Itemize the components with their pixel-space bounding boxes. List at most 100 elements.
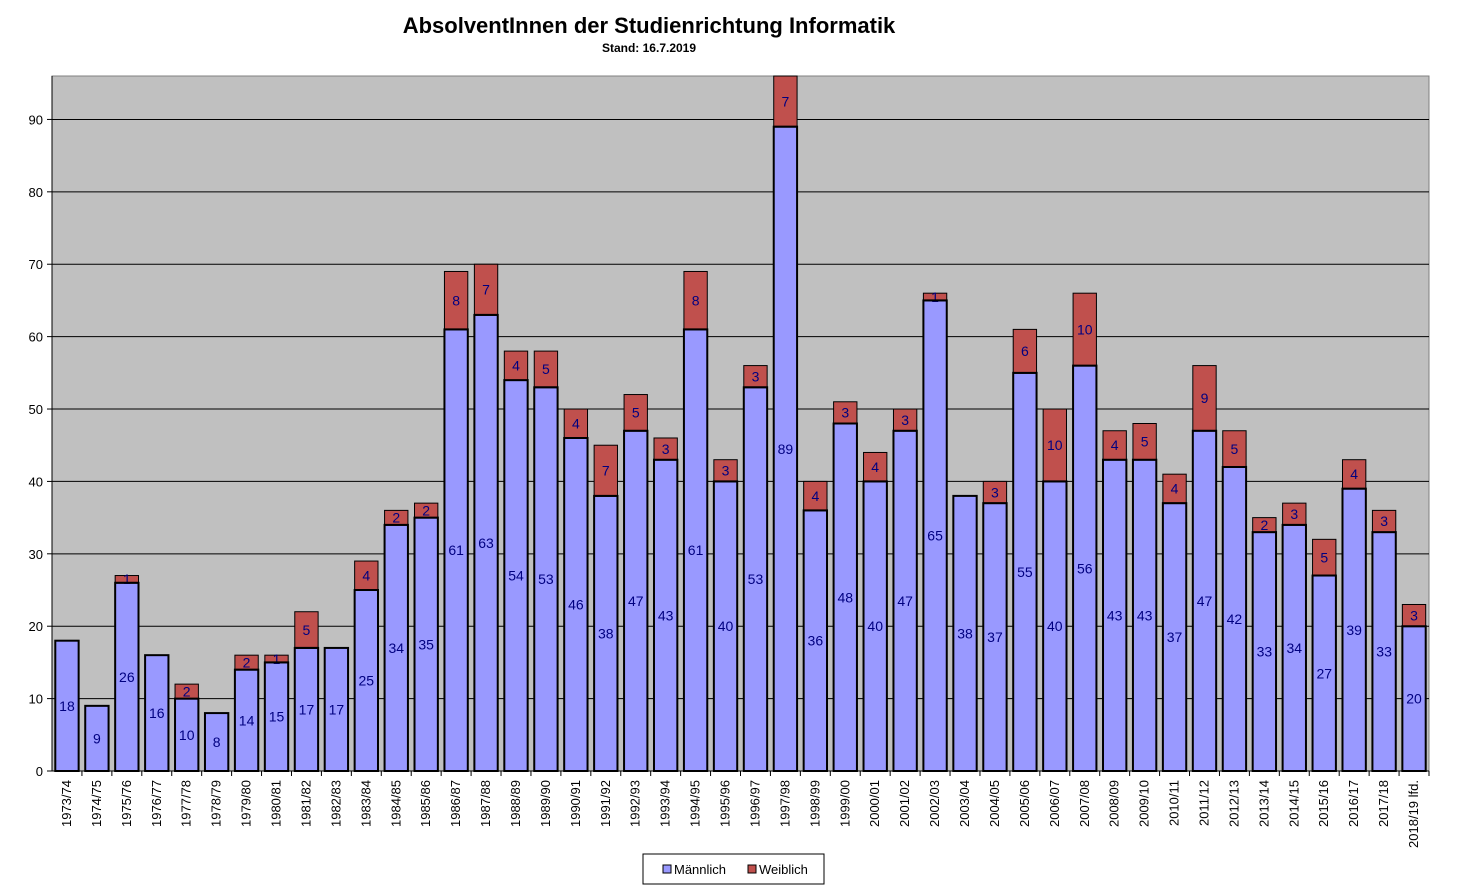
data-label-maennlich: 48 — [837, 589, 853, 605]
y-tick-label: 10 — [29, 692, 43, 707]
y-tick-label: 90 — [29, 112, 43, 127]
data-label-maennlich: 33 — [1376, 644, 1392, 660]
chart-title: AbsolventInnen der Studienrichtung Infor… — [403, 13, 896, 38]
x-tick-label: 1986/87 — [448, 780, 463, 827]
data-label-maennlich: 35 — [418, 636, 434, 652]
data-label-maennlich: 46 — [568, 596, 584, 612]
x-tick-label: 1979/80 — [239, 780, 254, 827]
data-label-maennlich: 55 — [1017, 564, 1033, 580]
data-label-maennlich: 9 — [93, 730, 101, 746]
x-tick-label: 2015/16 — [1316, 780, 1331, 827]
data-label-maennlich: 43 — [658, 607, 674, 623]
data-label-weiblich: 10 — [1077, 321, 1093, 337]
data-label-maennlich: 42 — [1227, 611, 1243, 627]
y-tick-label: 50 — [29, 402, 43, 417]
x-tick-label: 2012/13 — [1226, 780, 1241, 827]
y-tick-label: 20 — [29, 619, 43, 634]
data-label-maennlich: 54 — [508, 568, 524, 584]
x-tick-label: 2000/01 — [867, 780, 882, 827]
data-label-maennlich: 47 — [628, 593, 644, 609]
data-label-weiblich: 4 — [1111, 437, 1119, 453]
legend-swatch-weiblich — [747, 864, 757, 874]
x-tick-label: 2009/10 — [1137, 780, 1152, 827]
bars: 1892611610281421511751725434235261863754… — [54, 75, 1427, 773]
data-label-maennlich: 40 — [1047, 618, 1063, 634]
data-label-maennlich: 38 — [598, 625, 614, 641]
x-tick-label: 1987/88 — [478, 780, 493, 827]
data-label-weiblich: 3 — [841, 405, 849, 421]
x-tick-label: 1984/85 — [388, 780, 403, 827]
data-label-maennlich: 53 — [748, 571, 764, 587]
data-label-weiblich: 5 — [1320, 549, 1328, 565]
data-label-maennlich: 39 — [1346, 622, 1362, 638]
data-label-maennlich: 89 — [778, 441, 794, 457]
x-tick-label: 1998/99 — [807, 780, 822, 827]
data-label-weiblich: 8 — [692, 292, 700, 308]
data-label-weiblich: 3 — [991, 484, 999, 500]
data-label-maennlich: 18 — [59, 698, 75, 714]
x-tick-label: 1982/83 — [328, 780, 343, 827]
x-tick-label: 1989/90 — [538, 780, 553, 827]
y-tick-label: 60 — [29, 330, 43, 345]
data-label-weiblich: 5 — [1231, 441, 1239, 457]
x-tick-label: 2017/18 — [1376, 780, 1391, 827]
data-label-weiblich: 7 — [782, 93, 790, 109]
x-tick-label: 2003/04 — [957, 780, 972, 827]
x-tick-label: 1992/93 — [628, 780, 643, 827]
data-label-maennlich: 16 — [149, 705, 165, 721]
data-label-weiblich: 1 — [273, 651, 281, 667]
x-tick-label: 1985/86 — [418, 780, 433, 827]
data-label-weiblich: 4 — [572, 416, 580, 432]
data-label-maennlich: 47 — [1197, 593, 1213, 609]
legend-swatch-maennlich — [662, 864, 672, 874]
data-label-maennlich: 10 — [179, 727, 195, 743]
data-label-weiblich: 2 — [392, 510, 400, 526]
x-tick-label: 1994/95 — [688, 780, 703, 827]
data-label-weiblich: 3 — [901, 412, 909, 428]
data-label-maennlich: 34 — [388, 640, 404, 656]
data-label-weiblich: 9 — [1201, 390, 1209, 406]
data-label-maennlich: 63 — [478, 535, 494, 551]
data-label-maennlich: 36 — [808, 633, 824, 649]
data-label-maennlich: 53 — [538, 571, 554, 587]
data-label-maennlich: 15 — [269, 709, 285, 725]
x-tick-label: 2013/14 — [1256, 780, 1271, 827]
data-label-maennlich: 40 — [867, 618, 883, 634]
data-label-maennlich: 61 — [688, 542, 704, 558]
x-tick-label: 1974/75 — [89, 780, 104, 827]
x-tick-label: 1995/96 — [718, 780, 733, 827]
x-tick-label: 1975/76 — [119, 780, 134, 827]
data-label-weiblich: 3 — [1290, 506, 1298, 522]
data-label-maennlich: 34 — [1287, 640, 1303, 656]
data-label-weiblich: 2 — [422, 502, 430, 518]
chart-subtitle: Stand: 16.7.2019 — [602, 41, 696, 55]
x-tick-label: 2006/07 — [1047, 780, 1062, 827]
x-tick-label: 2011/12 — [1196, 780, 1211, 826]
data-label-weiblich: 7 — [482, 282, 490, 298]
data-label-maennlich: 17 — [329, 701, 345, 717]
x-axis: 1973/74 1974/75 1975/76 1976/77 1977/78 1978/… — [52, 770, 1430, 848]
data-label-maennlich: 40 — [718, 618, 734, 634]
data-label-maennlich: 17 — [299, 701, 315, 717]
data-label-weiblich: 8 — [452, 292, 460, 308]
legend-label-maennlich: Männlich — [674, 862, 726, 877]
y-axis: 0 10 20 30 40 50 60 70 80 90 — [29, 76, 53, 779]
data-label-weiblich: 5 — [1141, 434, 1149, 450]
data-label-weiblich: 4 — [871, 459, 879, 475]
data-label-weiblich: 2 — [1260, 517, 1268, 533]
x-tick-label: 1983/84 — [358, 780, 373, 827]
data-label-weiblich: 5 — [542, 361, 550, 377]
x-tick-label: 1976/77 — [149, 780, 164, 827]
data-label-maennlich: 61 — [448, 542, 464, 558]
data-label-maennlich: 38 — [957, 625, 973, 641]
data-label-maennlich: 14 — [239, 712, 255, 728]
x-tick-label: 2016/17 — [1346, 780, 1361, 827]
x-tick-label: 2008/09 — [1107, 780, 1122, 827]
x-tick-label: 2002/03 — [927, 780, 942, 827]
data-label-weiblich: 4 — [1171, 481, 1179, 497]
data-label-maennlich: 25 — [359, 673, 375, 689]
data-label-weiblich: 3 — [1380, 513, 1388, 529]
y-tick-label: 80 — [29, 185, 43, 200]
data-label-weiblich: 4 — [512, 358, 520, 374]
